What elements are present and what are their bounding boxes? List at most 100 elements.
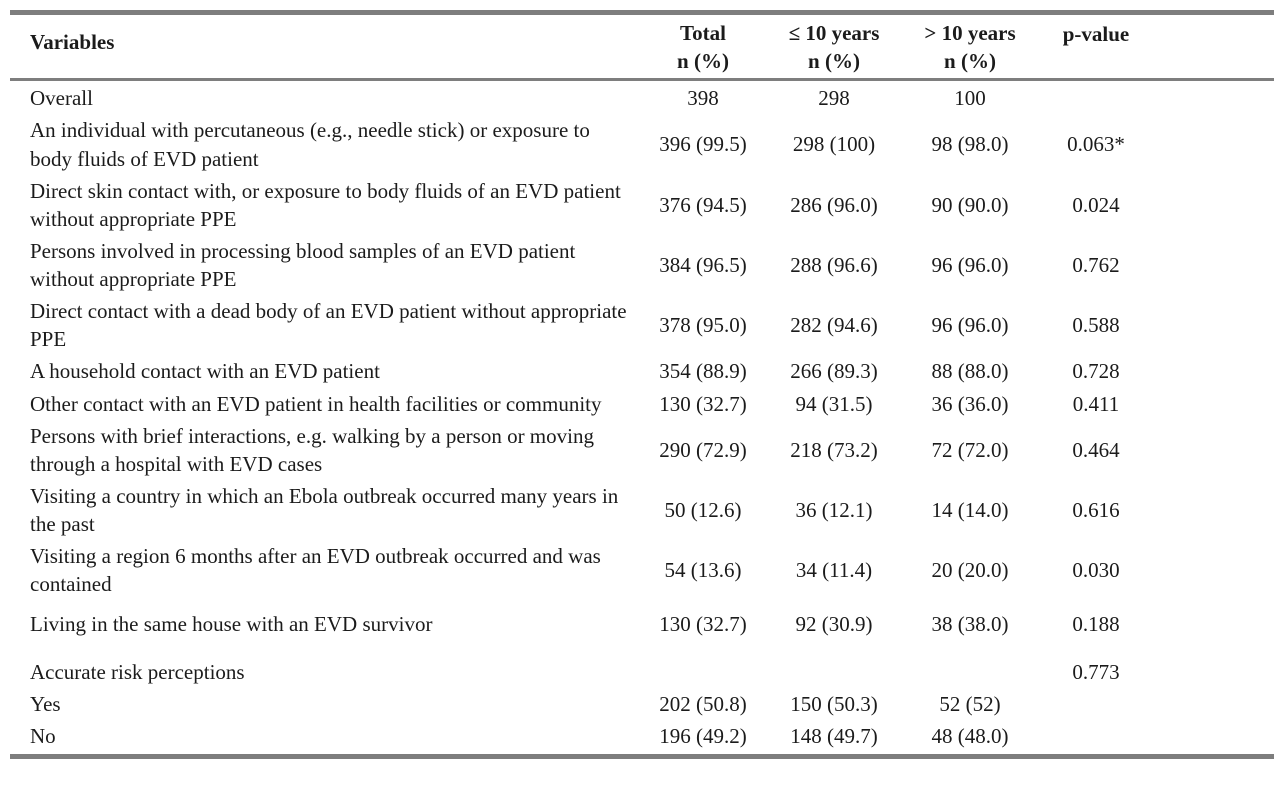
variable-cell: Accurate risk perceptions	[30, 659, 245, 684]
page: Variables Total n (%) ≤ 10 years n (%) >…	[10, 10, 1274, 759]
table-row: An individual with percutaneous (e.g., n…	[10, 114, 1274, 174]
col-header-pvalue-label: p-value	[1062, 22, 1130, 46]
table-row: A household contact with an EVD patient 3…	[10, 355, 1274, 387]
col-header-total-label: Total	[680, 21, 726, 45]
table-row: No 196 (49.2) 148 (49.7) 48 (48.0)	[10, 720, 1274, 757]
pvalue-cell: 0.616	[1072, 497, 1120, 522]
col-header-variables: Variables	[10, 13, 638, 80]
gt10years-cell: 98 (98.0)	[931, 132, 1009, 157]
col-header-le10years: ≤ 10 years n (%)	[768, 13, 900, 80]
col-header-variables-label: Variables	[30, 30, 115, 54]
total-cell: 396 (99.5)	[659, 132, 747, 157]
pvalue-cell	[1040, 688, 1274, 720]
table-row: Persons involved in processing blood sam…	[10, 235, 1274, 295]
variable-cell: Visiting a country in which an Ebola out…	[30, 483, 619, 536]
variable-cell: Yes	[30, 691, 61, 716]
gt10years-cell: 52 (52)	[939, 691, 1001, 716]
le10years-cell: 148 (49.7)	[790, 723, 878, 748]
le10years-cell: 150 (50.3)	[790, 691, 878, 716]
table-row: Living in the same house with an EVD sur…	[10, 600, 1274, 648]
gt10years-cell: 36 (36.0)	[931, 391, 1009, 416]
le10years-cell: 218 (73.2)	[790, 437, 878, 462]
le10years-cell: 36 (12.1)	[795, 497, 873, 522]
total-cell: 202 (50.8)	[659, 691, 747, 716]
table-row: Persons with brief interactions, e.g. wa…	[10, 420, 1274, 480]
pvalue-cell: 0.464	[1072, 437, 1120, 462]
pvalue-cell	[1040, 720, 1274, 757]
gt10years-cell: 72 (72.0)	[931, 437, 1009, 462]
total-cell: 376 (94.5)	[659, 192, 747, 217]
total-cell: 50 (12.6)	[664, 497, 742, 522]
total-cell: 290 (72.9)	[659, 437, 747, 462]
table-row: Accurate risk perceptions 0.773	[10, 649, 1274, 688]
variable-cell: Other contact with an EVD patient in hea…	[30, 391, 602, 416]
gt10years-cell: 88 (88.0)	[931, 359, 1009, 384]
pvalue-cell	[1040, 80, 1274, 115]
le10years-cell: 288 (96.6)	[790, 252, 878, 277]
gt10years-cell: 48 (48.0)	[931, 723, 1009, 748]
pvalue-cell: 0.728	[1072, 359, 1120, 384]
le10years-cell: 94 (31.5)	[795, 391, 873, 416]
table-row: Overall 398 298 100	[10, 80, 1274, 115]
gt10years-cell	[900, 649, 1040, 688]
table-row: Other contact with an EVD patient in hea…	[10, 388, 1274, 420]
col-header-pvalue: p-value	[1040, 13, 1274, 80]
variable-cell: Direct skin contact with, or exposure to…	[30, 178, 621, 231]
gt10years-cell: 20 (20.0)	[931, 558, 1009, 583]
le10years-cell: 298	[818, 86, 850, 111]
variable-cell: No	[30, 723, 56, 748]
table-body: Overall 398 298 100 An individual with percu…	[10, 80, 1274, 757]
header-row: Variables Total n (%) ≤ 10 years n (%) >…	[10, 13, 1274, 80]
risk-exposure-table: Variables Total n (%) ≤ 10 years n (%) >…	[10, 10, 1274, 759]
table-row: Visiting a region 6 months after an EVD …	[10, 540, 1274, 600]
total-cell: 196 (49.2)	[659, 723, 747, 748]
total-cell: 354 (88.9)	[659, 359, 747, 384]
pvalue-cell: 0.188	[1072, 612, 1120, 637]
gt10years-cell: 38 (38.0)	[931, 612, 1009, 637]
total-cell: 378 (95.0)	[659, 313, 747, 338]
gt10years-cell: 14 (14.0)	[931, 497, 1009, 522]
le10years-cell: 92 (30.9)	[795, 612, 873, 637]
col-header-gt10years-label: > 10 years	[924, 21, 1016, 45]
gt10years-cell: 96 (96.0)	[931, 313, 1009, 338]
col-header-le10years-label: ≤ 10 years	[788, 21, 880, 45]
pvalue-cell: 0.030	[1072, 558, 1120, 583]
total-cell: 384 (96.5)	[659, 252, 747, 277]
pvalue-cell: 0.063*	[1067, 132, 1125, 157]
total-cell	[638, 649, 768, 688]
variable-cell: A household contact with an EVD patient	[30, 359, 380, 384]
le10years-cell	[768, 649, 900, 688]
pvalue-cell: 0.762	[1072, 252, 1120, 277]
total-cell: 398	[687, 86, 719, 111]
pvalue-cell: 0.588	[1072, 313, 1120, 338]
total-cell: 54 (13.6)	[664, 558, 742, 583]
variable-cell: Persons with brief interactions, e.g. wa…	[30, 423, 594, 476]
col-header-gt10years-sub: n (%)	[944, 49, 996, 74]
table-header: Variables Total n (%) ≤ 10 years n (%) >…	[10, 13, 1274, 80]
variable-cell: An individual with percutaneous (e.g., n…	[30, 118, 590, 171]
variable-cell: Overall	[30, 86, 93, 111]
col-header-gt10years: > 10 years n (%)	[900, 13, 1040, 80]
variable-cell: Direct contact with a dead body of an EV…	[30, 299, 627, 352]
variable-cell: Persons involved in processing blood sam…	[30, 238, 576, 291]
total-cell: 130 (32.7)	[659, 391, 747, 416]
pvalue-cell: 0.411	[1072, 391, 1120, 416]
le10years-cell: 286 (96.0)	[790, 192, 878, 217]
pvalue-cell: 0.773	[1072, 659, 1120, 684]
table-row: Visiting a country in which an Ebola out…	[10, 480, 1274, 540]
pvalue-cell: 0.024	[1072, 192, 1120, 217]
col-header-total: Total n (%)	[638, 13, 768, 80]
gt10years-cell: 96 (96.0)	[931, 252, 1009, 277]
le10years-cell: 266 (89.3)	[790, 359, 878, 384]
le10years-cell: 298 (100)	[792, 132, 876, 157]
le10years-cell: 34 (11.4)	[795, 558, 873, 583]
table-row: Direct skin contact with, or exposure to…	[10, 175, 1274, 235]
total-cell: 130 (32.7)	[659, 612, 747, 637]
le10years-cell: 282 (94.6)	[790, 313, 878, 338]
gt10years-cell: 90 (90.0)	[931, 192, 1009, 217]
variable-cell: Living in the same house with an EVD sur…	[30, 612, 433, 637]
col-header-le10years-sub: n (%)	[808, 49, 860, 74]
table-row: Direct contact with a dead body of an EV…	[10, 295, 1274, 355]
variable-cell: Visiting a region 6 months after an EVD …	[30, 544, 601, 597]
table-row: Yes 202 (50.8) 150 (50.3) 52 (52)	[10, 688, 1274, 720]
